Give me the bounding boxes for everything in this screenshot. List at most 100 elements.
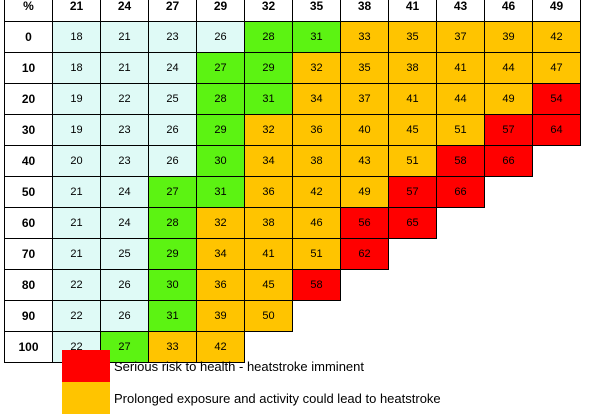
legend: Serious risk to health - heatstroke immi… [62, 350, 441, 414]
legend-text: Serious risk to health - heatstroke immi… [114, 358, 364, 374]
heat-index-cell: 31 [148, 300, 197, 332]
empty-cell [532, 207, 581, 239]
heat-index-cell: 32 [244, 114, 293, 146]
heat-index-cell: 29 [148, 238, 197, 270]
empty-cell [436, 331, 485, 363]
humidity-label: 40 [4, 145, 53, 177]
humidity-label: 90 [4, 300, 53, 332]
heat-index-cell: 62 [340, 238, 389, 270]
empty-cell [388, 238, 437, 270]
temperature-header: 32 [244, 0, 293, 22]
table-row: 60 21 24 28 32 38 46 56 65 [4, 207, 581, 239]
heat-index-cell: 26 [148, 114, 197, 146]
heat-index-cell: 35 [340, 52, 389, 84]
heat-index-cell: 18 [52, 21, 101, 53]
heat-index-cell: 32 [292, 52, 341, 84]
heat-index-cell: 24 [100, 176, 149, 208]
heat-index-cell: 31 [244, 83, 293, 115]
heat-index-cell: 39 [484, 21, 533, 53]
empty-cell [292, 300, 341, 332]
table-row: 40 20 23 26 30 34 38 43 51 58 66 [4, 145, 581, 177]
temperature-header: 43 [436, 0, 485, 22]
heat-index-cell: 66 [484, 145, 533, 177]
heat-index-cell: 58 [292, 269, 341, 301]
empty-cell [436, 269, 485, 301]
heat-index-cell: 38 [244, 207, 293, 239]
empty-cell [484, 331, 533, 363]
empty-cell [532, 145, 581, 177]
empty-cell [532, 300, 581, 332]
heat-index-cell: 50 [244, 300, 293, 332]
heat-index-cell: 27 [196, 52, 245, 84]
empty-cell [532, 269, 581, 301]
temperature-header: 49 [532, 0, 581, 22]
empty-cell [532, 331, 581, 363]
table-row: 70 21 25 29 34 41 51 62 [4, 238, 581, 270]
heat-index-cell: 38 [388, 52, 437, 84]
heat-index-cell: 44 [436, 83, 485, 115]
heat-index-cell: 22 [100, 83, 149, 115]
empty-cell [244, 331, 293, 363]
empty-cell [436, 207, 485, 239]
temperature-header: 46 [484, 0, 533, 22]
humidity-label: 50 [4, 176, 53, 208]
heat-index-cell: 41 [244, 238, 293, 270]
humidity-label: 60 [4, 207, 53, 239]
heat-index-cell: 23 [100, 145, 149, 177]
heat-index-cell: 66 [436, 176, 485, 208]
heat-index-cell: 51 [388, 145, 437, 177]
temperature-header: 29 [196, 0, 245, 22]
humidity-label: 20 [4, 83, 53, 115]
table-row: 80 22 26 30 36 45 58 [4, 269, 581, 301]
heat-index-cell: 27 [148, 176, 197, 208]
heat-index-cell: 41 [388, 83, 437, 115]
empty-cell [340, 269, 389, 301]
heat-index-cell: 31 [196, 176, 245, 208]
heat-index-cell: 42 [532, 21, 581, 53]
empty-cell [532, 238, 581, 270]
empty-cell [484, 176, 533, 208]
heat-index-cell: 21 [52, 238, 101, 270]
heat-index-cell: 56 [340, 207, 389, 239]
table-row: 100 22 27 33 42 [4, 331, 581, 363]
heat-index-cell: 21 [52, 207, 101, 239]
legend-swatch [62, 382, 110, 414]
empty-cell [292, 331, 341, 363]
heat-index-cell: 24 [100, 207, 149, 239]
humidity-label: 10 [4, 52, 53, 84]
heat-index-table: % 21 24 27 29 32 35 38 41 43 46 49 0 18 21 23 26 28 31 33 35… [4, 0, 581, 363]
heat-index-cell: 25 [100, 238, 149, 270]
heat-index-cell: 28 [244, 21, 293, 53]
table-row: 10 18 21 24 27 29 32 35 38 41 44 47 [4, 52, 581, 84]
heat-index-cell: 39 [196, 300, 245, 332]
heat-index-cell: 19 [52, 114, 101, 146]
heat-index-cell: 26 [100, 269, 149, 301]
heat-index-cell: 31 [292, 21, 341, 53]
heat-index-cell: 26 [196, 21, 245, 53]
heat-index-cell: 57 [388, 176, 437, 208]
legend-item: Prolonged exposure and activity could le… [62, 382, 441, 414]
heat-index-cell: 45 [244, 269, 293, 301]
heat-index-table-container: % 21 24 27 29 32 35 38 41 43 46 49 0 18 21 23 26 28 31 33 35… [4, 0, 581, 363]
empty-cell [340, 331, 389, 363]
empty-cell [484, 269, 533, 301]
heat-index-cell: 26 [100, 300, 149, 332]
temperature-header: 27 [148, 0, 197, 22]
temperature-header: 35 [292, 0, 341, 22]
heat-index-cell: 36 [244, 176, 293, 208]
heat-index-cell: 25 [148, 83, 197, 115]
heat-index-cell: 32 [196, 207, 245, 239]
heat-index-cell: 34 [244, 145, 293, 177]
heat-index-cell: 18 [52, 52, 101, 84]
heat-index-cell: 51 [292, 238, 341, 270]
heat-index-cell: 58 [436, 145, 485, 177]
table-row: 50 21 24 27 31 36 42 49 57 66 [4, 176, 581, 208]
legend-swatch [62, 350, 110, 382]
header-row: % 21 24 27 29 32 35 38 41 43 46 49 [4, 0, 581, 22]
empty-cell [388, 331, 437, 363]
heat-index-cell: 26 [148, 145, 197, 177]
heat-index-cell: 29 [196, 114, 245, 146]
heat-index-cell: 43 [340, 145, 389, 177]
empty-cell [484, 207, 533, 239]
heat-index-cell: 29 [244, 52, 293, 84]
